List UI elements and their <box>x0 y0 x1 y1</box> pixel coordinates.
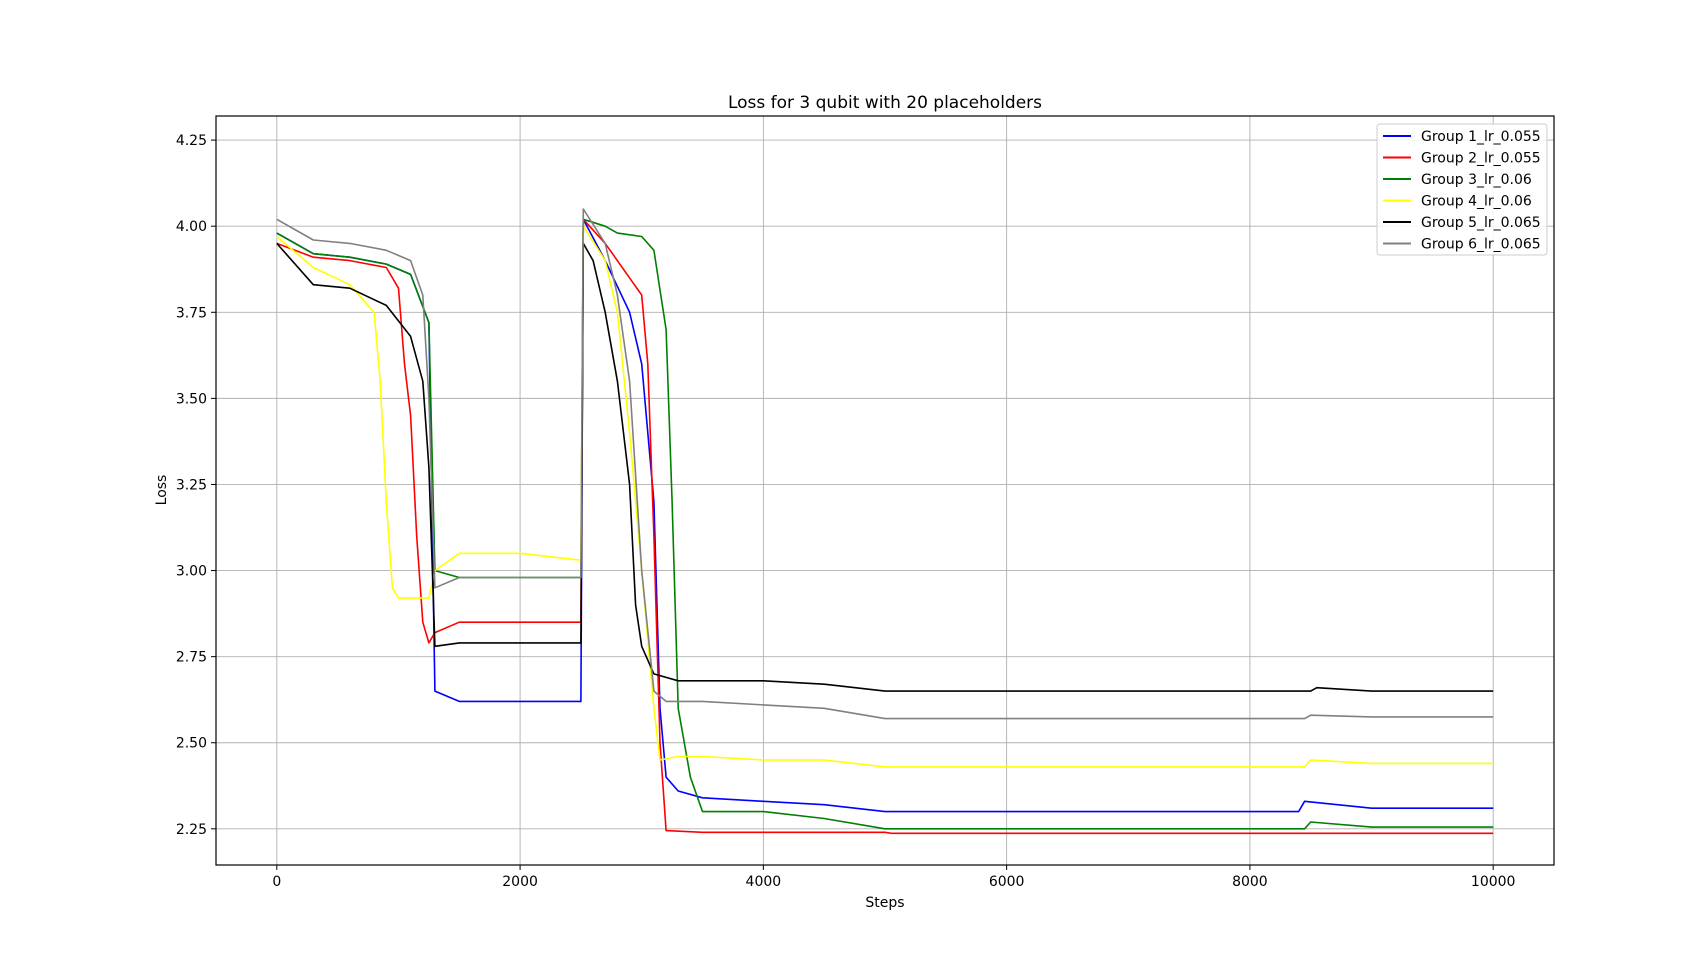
y-tick-label: 3.25 <box>176 477 207 493</box>
x-tick-label: 2000 <box>502 874 538 890</box>
y-tick-label: 2.50 <box>176 736 207 752</box>
legend-label: Group 3_lr_0.06 <box>1421 172 1532 188</box>
y-tick-label: 3.50 <box>176 391 207 407</box>
y-tick-label: 3.00 <box>176 564 207 580</box>
legend-label: Group 4_lr_0.06 <box>1421 194 1532 210</box>
legend-label: Group 2_lr_0.055 <box>1421 151 1541 167</box>
y-tick-label: 3.75 <box>176 305 207 321</box>
x-tick-label: 4000 <box>746 874 782 890</box>
legend-label: Group 1_lr_0.055 <box>1421 129 1541 145</box>
y-tick-label: 4.25 <box>176 133 207 149</box>
chart-title: Loss for 3 qubit with 20 placeholders <box>728 93 1042 113</box>
y-tick-label: 2.25 <box>176 822 207 838</box>
x-tick-label: 6000 <box>989 874 1025 890</box>
x-tick-label: 8000 <box>1232 874 1268 890</box>
x-axis-title: Steps <box>865 895 904 911</box>
legend-label: Group 6_lr_0.065 <box>1421 237 1541 253</box>
legend-label: Group 5_lr_0.065 <box>1421 215 1541 231</box>
y-tick-label: 4.00 <box>176 219 207 235</box>
y-axis-title: Loss <box>154 475 170 506</box>
legend: Group 1_lr_0.055 Group 2_lr_0.055 Group 3_… <box>1377 124 1547 255</box>
y-tick-label: 2.75 <box>176 650 207 666</box>
x-tick-label: 10000 <box>1471 874 1516 890</box>
x-tick-label: 0 <box>272 874 281 890</box>
